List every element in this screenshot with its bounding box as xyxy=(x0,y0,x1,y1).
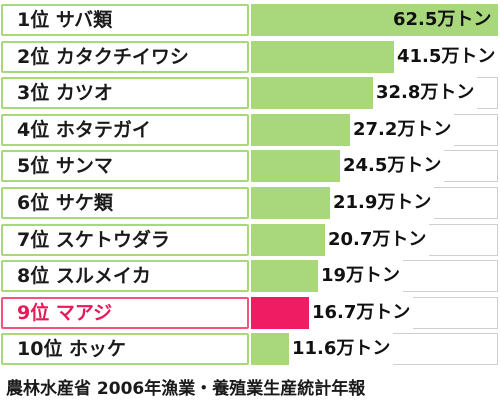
value-label: 20.7万トン xyxy=(325,223,430,256)
value-label: 24.5万トン xyxy=(340,150,445,183)
category-label-box: 6位 サケ類 xyxy=(1,187,249,219)
bar xyxy=(251,113,358,146)
bar xyxy=(251,260,326,293)
value-label: 41.5万トン xyxy=(394,40,499,73)
bar xyxy=(251,187,338,219)
category-label: 4位 ホタテガイ xyxy=(17,118,151,141)
category-label-box: 5位 サンマ xyxy=(1,150,249,183)
category-label: 3位 カツオ xyxy=(17,82,113,105)
value-label: 16.7万トン xyxy=(309,296,414,329)
value-label: 27.2万トン xyxy=(350,113,455,146)
category-label: 5位 サンマ xyxy=(17,155,113,178)
category-label: 10位 ホッケ xyxy=(17,338,127,361)
category-label-box: 7位 スケトウダラ xyxy=(1,223,249,256)
category-label-box: 4位 ホタテガイ xyxy=(1,113,249,146)
category-label-box: 3位 カツオ xyxy=(1,77,249,110)
value-label: 32.8万トン xyxy=(373,77,478,110)
bar-row: 8位 スルメイカ 19万トン xyxy=(0,260,500,294)
bar xyxy=(251,4,498,36)
bar xyxy=(251,223,333,256)
category-label-box: 1位 サバ類 xyxy=(1,4,249,36)
bar-row: 6位 サケ類 21.9万トン xyxy=(0,187,500,221)
category-label-box: 9位 マアジ xyxy=(1,296,249,329)
bar-row: 4位 ホタテガイ 27.2万トン xyxy=(0,113,500,148)
category-label-box: 8位 スルメイカ xyxy=(1,260,249,293)
bar xyxy=(251,77,381,110)
category-label: 8位 スルメイカ xyxy=(17,265,151,288)
bar-chart: 1位 サバ類 62.5万トン 2位 カタクチイワシ 41.5万トン 3位 カツオ 32.8… xyxy=(0,4,500,367)
category-label: 2位 カタクチイワシ xyxy=(17,45,189,68)
bar-row: 3位 カツオ 32.8万トン xyxy=(0,77,500,111)
bar-row: 5位 サンマ 24.5万トン xyxy=(0,150,500,184)
value-label: 21.9万トン xyxy=(330,187,435,219)
bar-row: 9位 マアジ 16.7万トン xyxy=(0,296,500,331)
source-note: 農林水産省 2006年漁業・養殖業生産統計年報 xyxy=(6,379,366,399)
category-label: 9位 マアジ xyxy=(17,301,113,324)
value-label: 19万トン xyxy=(318,260,404,293)
category-label-box: 10位 ホッケ xyxy=(1,333,249,366)
category-label: 1位 サバ類 xyxy=(17,9,113,31)
bar-row: 2位 カタクチイワシ 41.5万トン xyxy=(0,40,500,75)
value-label: 11.6万トン xyxy=(289,333,394,366)
category-label: 7位 スケトウダラ xyxy=(17,228,170,251)
category-label: 6位 サケ類 xyxy=(17,192,113,214)
bar xyxy=(251,150,348,183)
value-label: 62.5万トン xyxy=(393,9,492,30)
bar-row: 7位 スケトウダラ 20.7万トン xyxy=(0,223,500,258)
category-label-box: 2位 カタクチイワシ xyxy=(1,40,249,73)
bar-row: 1位 サバ類 62.5万トン xyxy=(0,4,500,38)
bar xyxy=(251,40,415,73)
bar xyxy=(251,296,317,329)
bar-row: 10位 ホッケ 11.6万トン xyxy=(0,333,500,367)
